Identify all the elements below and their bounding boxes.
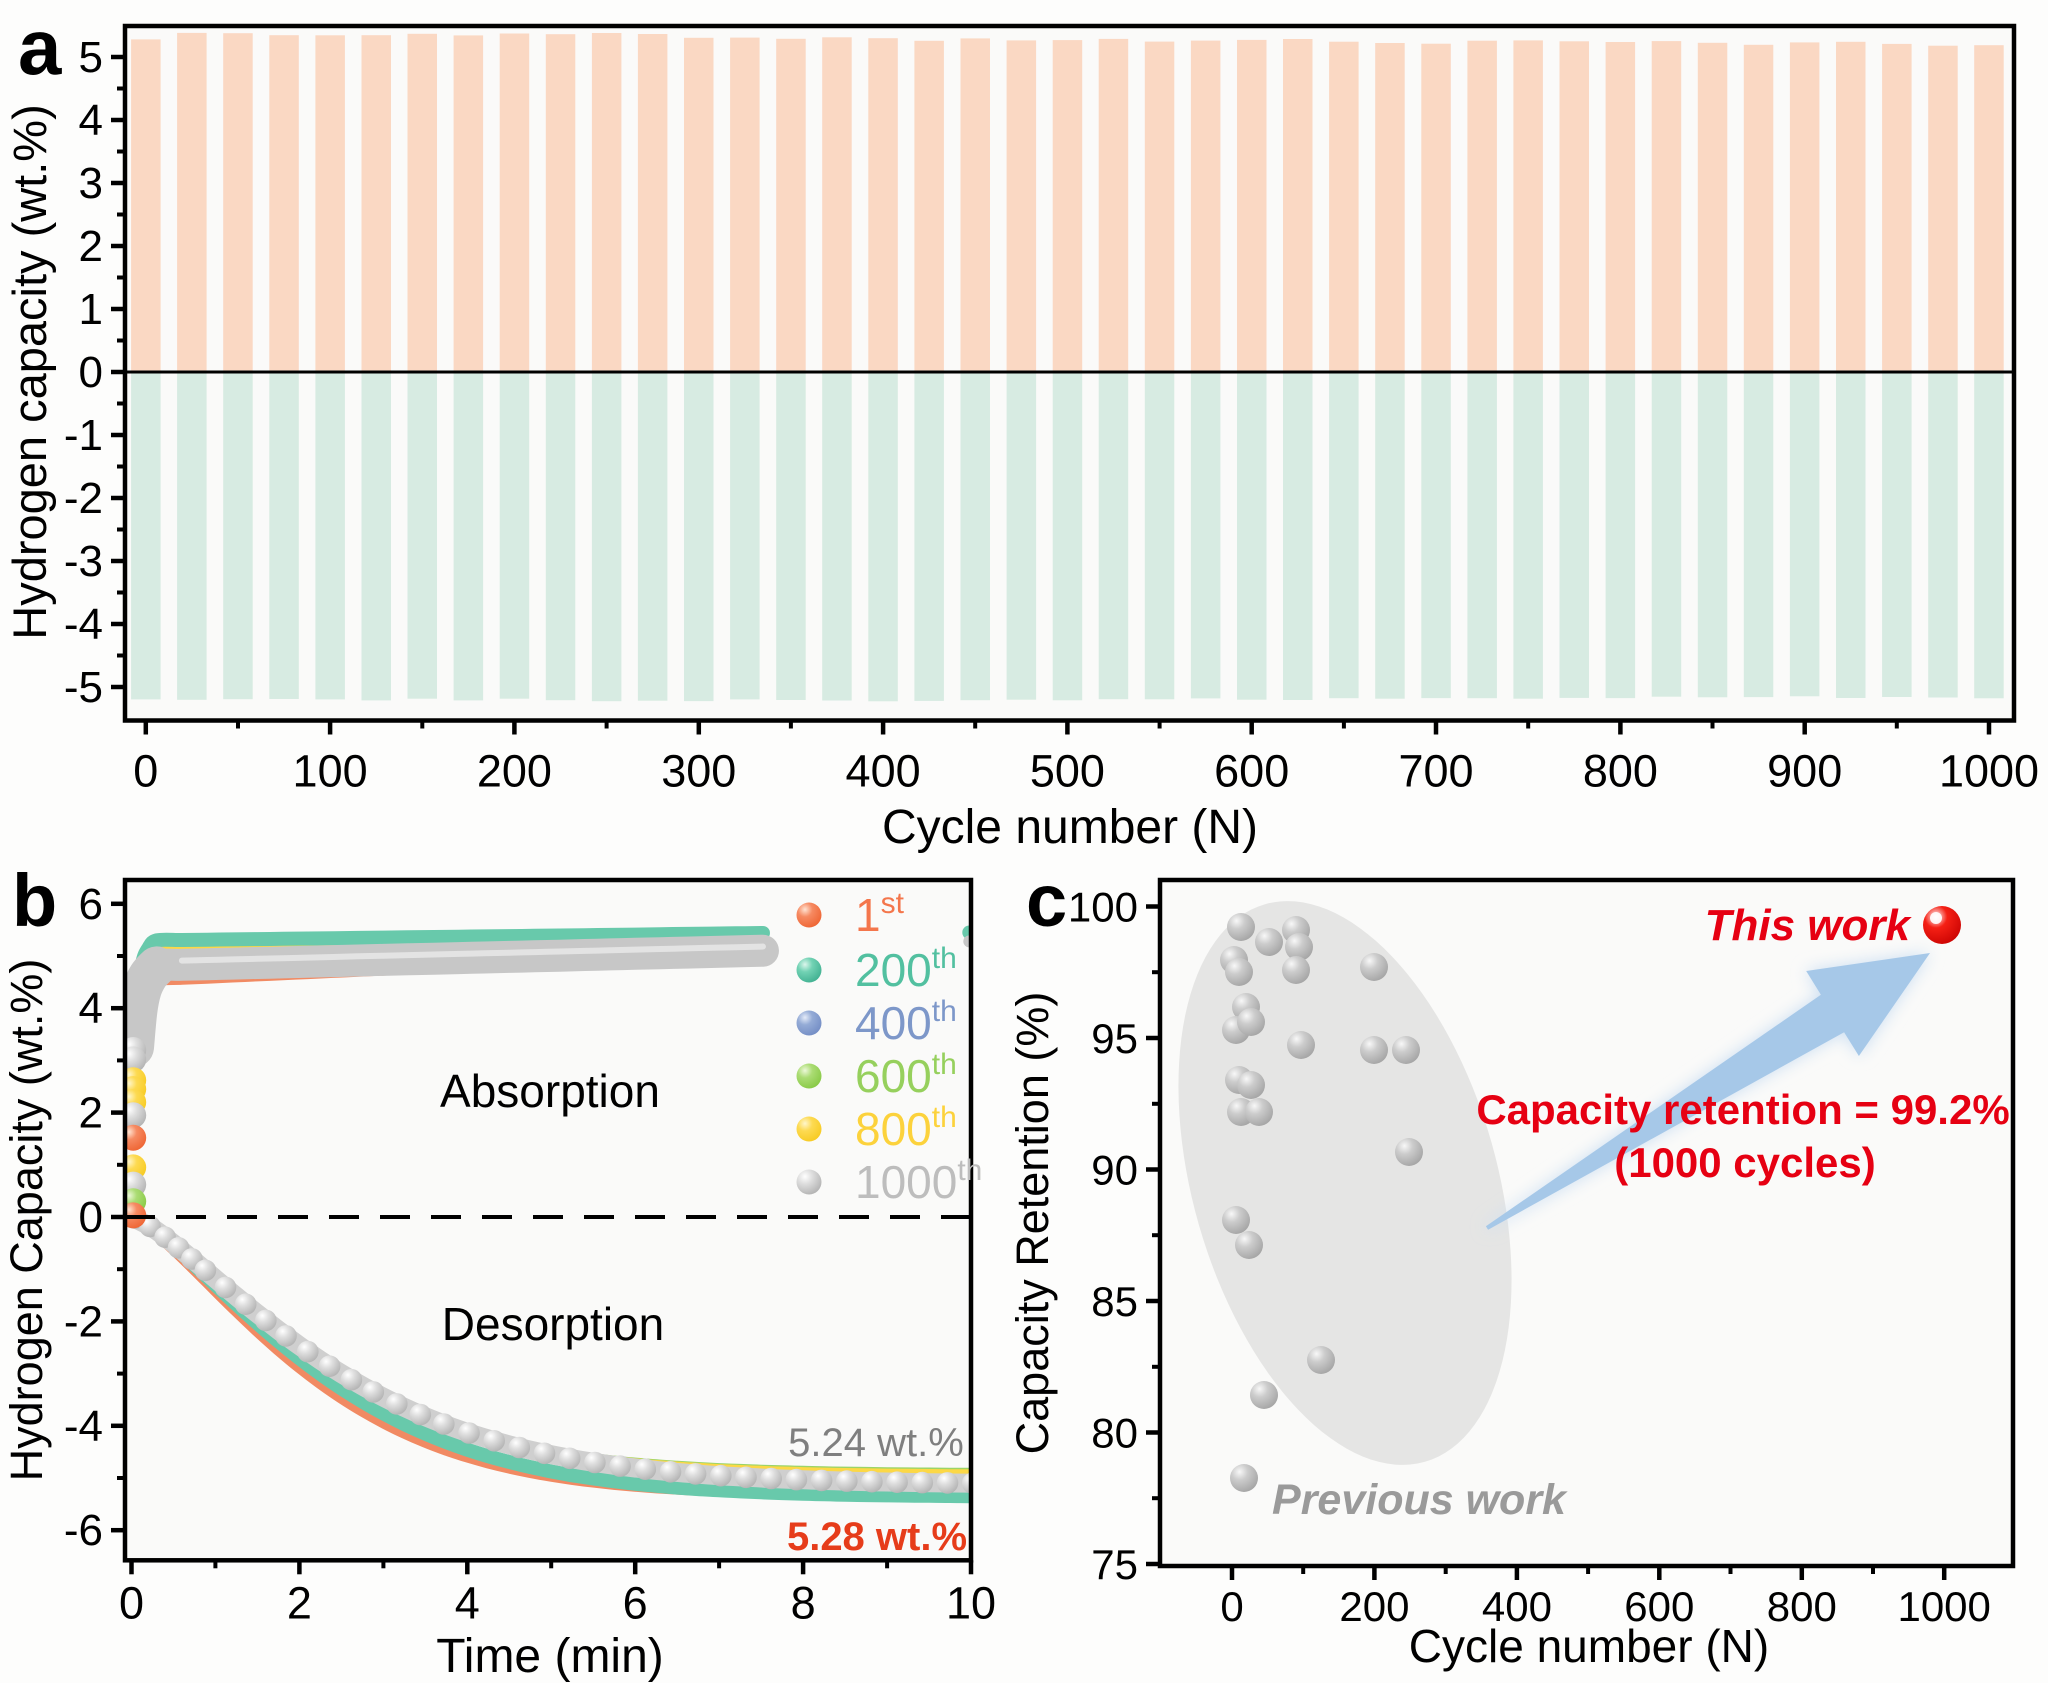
- svg-text:-4: -4: [64, 1402, 103, 1451]
- svg-text:500: 500: [1030, 746, 1105, 797]
- svg-text:a: a: [18, 3, 62, 91]
- svg-text:b: b: [12, 859, 57, 942]
- svg-text:Hydrogen capacity (wt.%): Hydrogen capacity (wt.%): [3, 104, 56, 639]
- svg-text:-3: -3: [64, 537, 103, 586]
- svg-text:Absorption: Absorption: [440, 1065, 660, 1117]
- svg-text:0: 0: [1220, 1583, 1243, 1630]
- svg-text:Capacity retention = 99.2%: Capacity retention = 99.2%: [1476, 1086, 2009, 1133]
- svg-text:300: 300: [661, 746, 736, 797]
- svg-text:This work: This work: [1705, 901, 1913, 950]
- svg-text:5: 5: [79, 33, 103, 82]
- svg-text:200: 200: [1339, 1583, 1409, 1630]
- svg-text:2: 2: [79, 1089, 103, 1138]
- svg-text:Time (min): Time (min): [436, 1630, 664, 1683]
- svg-text:Previous work: Previous work: [1272, 1476, 1568, 1524]
- svg-text:1000: 1000: [1939, 746, 2039, 797]
- svg-text:Capacity Retention (%): Capacity Retention (%): [1007, 992, 1058, 1455]
- svg-text:5.28 wt.%: 5.28 wt.%: [787, 1515, 967, 1559]
- svg-text:4: 4: [455, 1577, 480, 1628]
- svg-text:800: 800: [1767, 1583, 1837, 1630]
- svg-text:Desorption: Desorption: [442, 1298, 664, 1350]
- svg-text:10: 10: [946, 1577, 996, 1628]
- svg-text:400: 400: [1482, 1583, 1552, 1630]
- svg-text:1000: 1000: [1897, 1583, 1990, 1630]
- svg-text:80: 80: [1091, 1410, 1138, 1457]
- svg-text:3: 3: [79, 159, 103, 208]
- svg-text:800: 800: [1583, 746, 1658, 797]
- svg-text:Cycle number (N): Cycle number (N): [882, 801, 1258, 854]
- svg-text:-1: -1: [64, 411, 103, 460]
- svg-text:900: 900: [1767, 746, 1842, 797]
- svg-text:c: c: [1026, 859, 1067, 942]
- svg-text:1: 1: [79, 285, 103, 334]
- svg-text:-2: -2: [64, 474, 103, 523]
- svg-text:600: 600: [1214, 746, 1289, 797]
- svg-text:4: 4: [79, 96, 103, 145]
- svg-text:-4: -4: [64, 600, 103, 649]
- svg-text:200: 200: [477, 746, 552, 797]
- svg-text:0: 0: [133, 746, 158, 797]
- svg-text:8: 8: [791, 1577, 816, 1628]
- svg-text:0: 0: [119, 1577, 144, 1628]
- svg-text:6: 6: [623, 1577, 648, 1628]
- svg-text:0: 0: [79, 1193, 103, 1242]
- svg-text:2: 2: [287, 1577, 312, 1628]
- svg-text:4: 4: [79, 984, 103, 1033]
- svg-text:100: 100: [1068, 884, 1138, 931]
- svg-text:85: 85: [1091, 1278, 1138, 1325]
- svg-text:400: 400: [846, 746, 921, 797]
- svg-text:600: 600: [1624, 1583, 1694, 1630]
- svg-text:0: 0: [79, 348, 103, 397]
- svg-text:700: 700: [1398, 746, 1473, 797]
- svg-text:-2: -2: [64, 1297, 103, 1346]
- svg-text:-5: -5: [64, 663, 103, 712]
- svg-text:6: 6: [79, 880, 103, 929]
- svg-text:95: 95: [1091, 1015, 1138, 1062]
- svg-text:(1000 cycles): (1000 cycles): [1614, 1139, 1876, 1186]
- svg-text:Cycle number (N): Cycle number (N): [1409, 1620, 1769, 1672]
- svg-text:90: 90: [1091, 1147, 1138, 1194]
- svg-text:100: 100: [293, 746, 368, 797]
- svg-text:2: 2: [79, 222, 103, 271]
- svg-text:Hydrogen Capacity (wt.%): Hydrogen Capacity (wt.%): [1, 959, 52, 1482]
- svg-text:-6: -6: [64, 1506, 103, 1555]
- svg-text:5.24 wt.%: 5.24 wt.%: [788, 1421, 964, 1465]
- svg-text:75: 75: [1091, 1541, 1138, 1588]
